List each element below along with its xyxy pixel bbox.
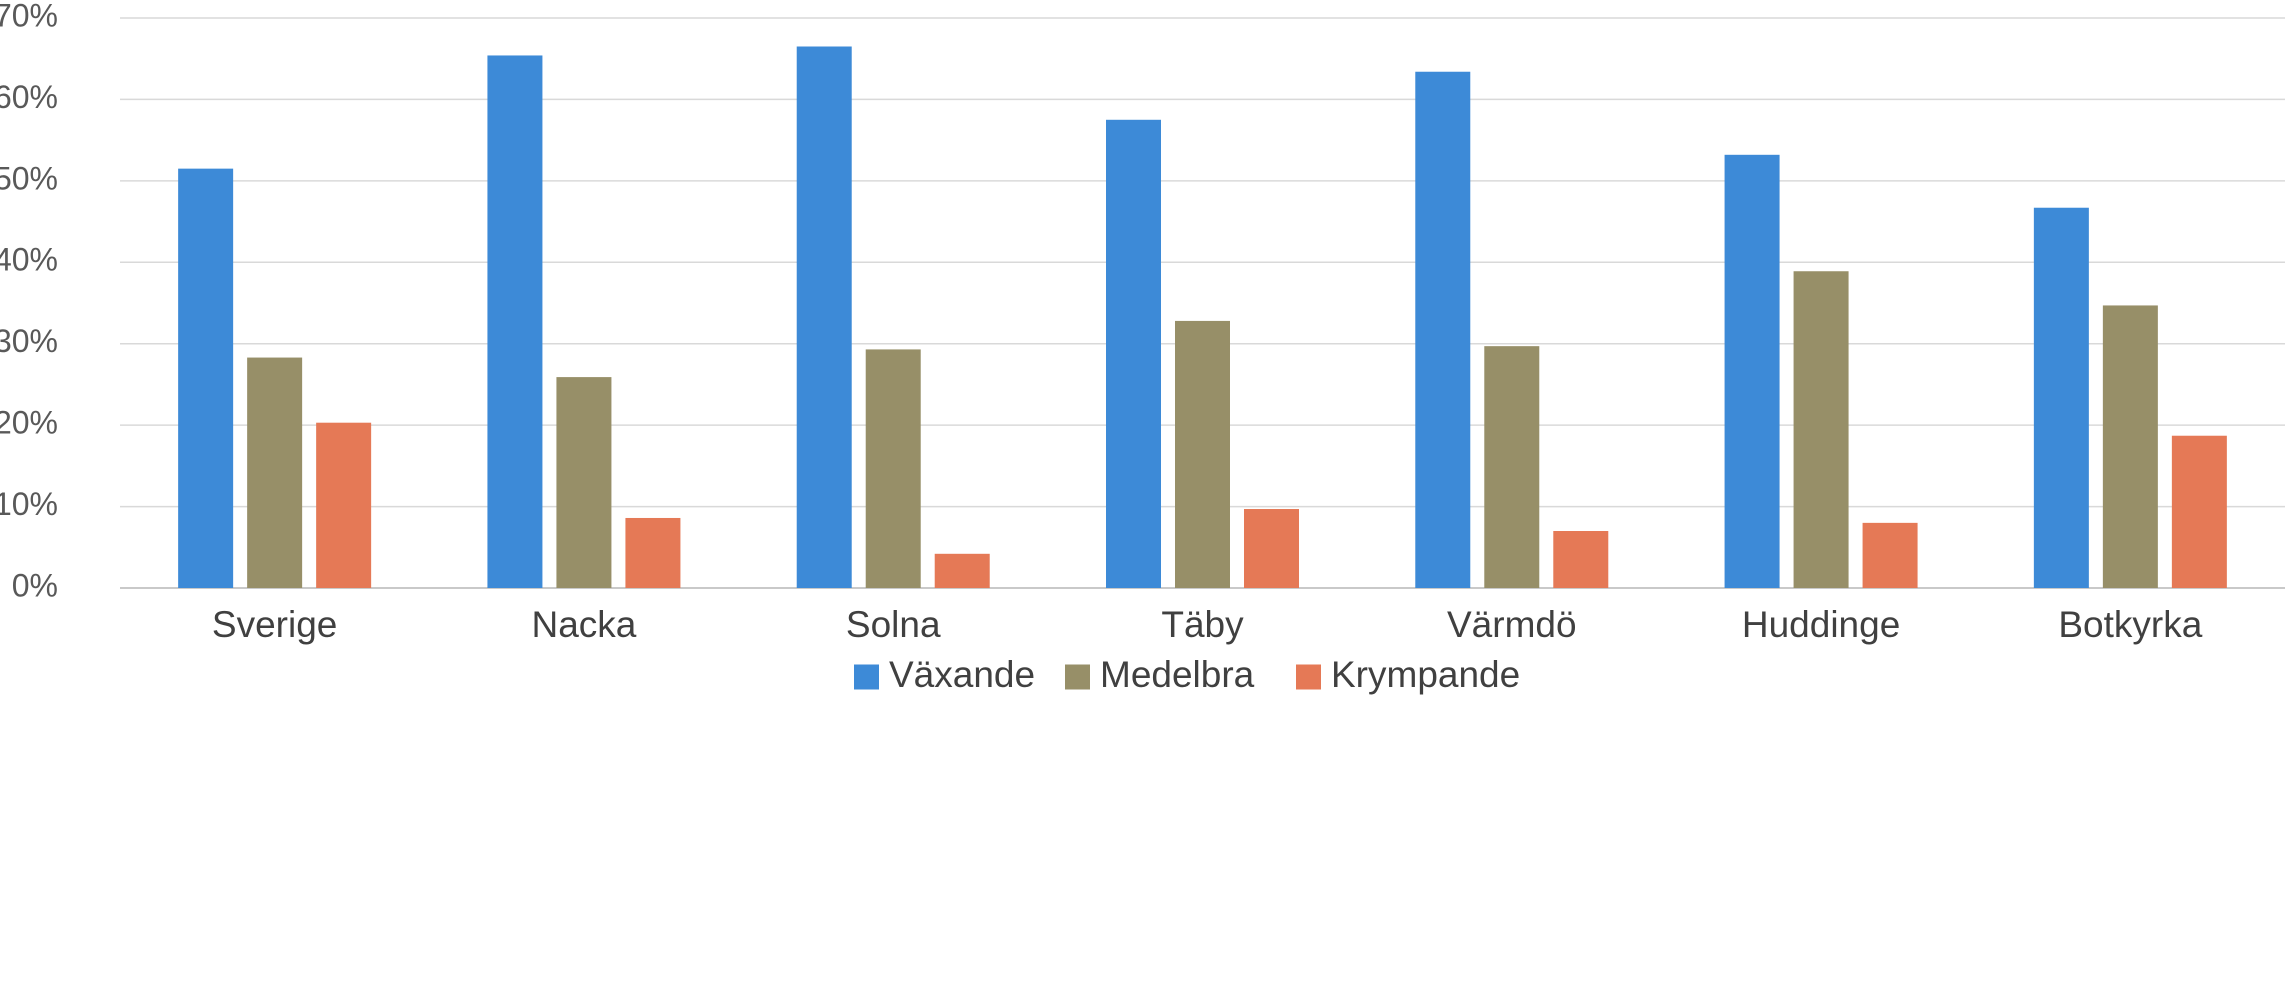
bar-växande-nacka bbox=[487, 55, 543, 588]
bar-krympande-sverige bbox=[316, 422, 372, 588]
bar-växande-solna bbox=[796, 46, 852, 588]
y-tick-label: 0% bbox=[12, 567, 58, 603]
x-tick-label: Täby bbox=[1161, 604, 1244, 645]
bar-medelbra-värmdö bbox=[1484, 346, 1540, 588]
y-tick-label: 20% bbox=[0, 405, 58, 441]
x-tick-label: Solna bbox=[846, 604, 941, 645]
y-tick-label: 70% bbox=[0, 0, 58, 33]
legend-swatch-medelbra bbox=[1065, 664, 1090, 690]
bar-krympande-botkyrka bbox=[2171, 435, 2227, 588]
bar-medelbra-nacka bbox=[556, 377, 612, 588]
bar-växande-botkyrka bbox=[2033, 207, 2089, 588]
bar-medelbra-huddinge bbox=[1793, 271, 1849, 588]
legend-swatch-växande bbox=[854, 664, 879, 690]
bar-krympande-huddinge bbox=[1862, 522, 1918, 588]
x-tick-label: Värmdö bbox=[1447, 604, 1577, 645]
legend-label-krympande: Krympande bbox=[1331, 654, 1520, 695]
bar-krympande-solna bbox=[934, 553, 990, 588]
y-tick-label: 40% bbox=[0, 242, 58, 278]
bar-medelbra-sverige bbox=[247, 357, 303, 588]
legend-label-medelbra: Medelbra bbox=[1100, 654, 1255, 695]
y-tick-label: 60% bbox=[0, 79, 58, 115]
bar-krympande-värmdö bbox=[1553, 531, 1609, 588]
bar-medelbra-botkyrka bbox=[2102, 305, 2158, 588]
x-tick-label: Botkyrka bbox=[2058, 604, 2202, 645]
x-tick-label: Nacka bbox=[531, 604, 636, 645]
x-tick-label: Sverige bbox=[212, 604, 337, 645]
y-tick-label: 10% bbox=[0, 486, 58, 522]
bar-växande-värmdö bbox=[1415, 71, 1471, 588]
bar-medelbra-solna bbox=[865, 349, 921, 588]
bar-växande-sverige bbox=[178, 168, 234, 588]
bar-växande-täby bbox=[1106, 119, 1161, 589]
bar-krympande-nacka bbox=[625, 517, 681, 588]
bar-medelbra-täby bbox=[1175, 320, 1230, 588]
legend-label-växande: Växande bbox=[889, 654, 1035, 695]
x-tick-label: Huddinge bbox=[1742, 604, 1900, 645]
y-tick-label: 50% bbox=[0, 160, 58, 196]
y-tick-label: 30% bbox=[0, 323, 58, 359]
bar-växande-huddinge bbox=[1724, 154, 1780, 589]
legend-swatch-krympande bbox=[1296, 664, 1321, 690]
bar-krympande-täby bbox=[1244, 509, 1299, 588]
